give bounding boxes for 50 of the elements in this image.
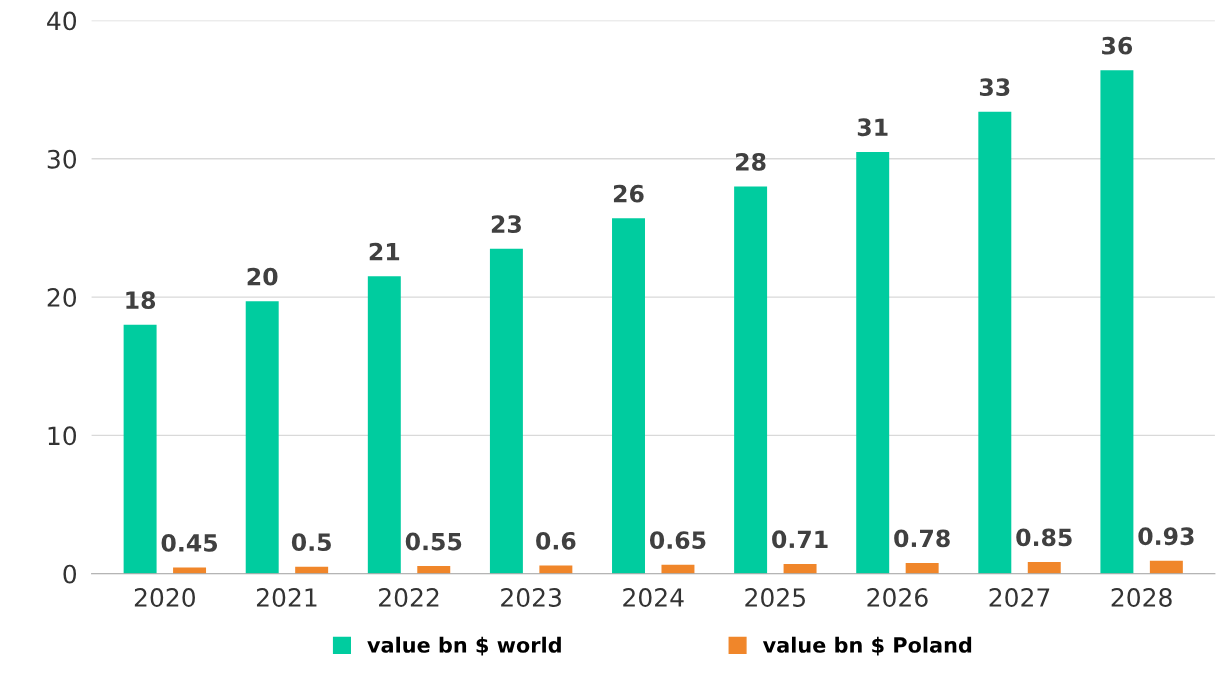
- data-label: 0.78: [894, 529, 950, 548]
- legend-label: value bn $ Poland: [762, 636, 972, 656]
- x-tick-label: 2020: [134, 588, 195, 607]
- bar: [417, 566, 451, 574]
- data-label: 0.71: [772, 530, 828, 549]
- bar: [905, 562, 939, 574]
- data-label: 33: [979, 78, 1010, 97]
- data-label: 20: [247, 267, 278, 286]
- data-label: 0.85: [1016, 528, 1072, 547]
- data-label: 18: [126, 291, 156, 310]
- bar: [245, 301, 279, 574]
- bar: [1149, 560, 1183, 574]
- data-label: 0.6: [536, 531, 576, 550]
- y-tick-label: 0: [63, 564, 77, 584]
- data-label: 21: [369, 242, 400, 261]
- bar: [173, 567, 207, 574]
- x-tick-label: 2025: [745, 588, 805, 607]
- x-tick-label: 2026: [867, 588, 928, 607]
- bar: [734, 186, 768, 574]
- x-tick-label: 2028: [1111, 588, 1172, 607]
- bar: [539, 565, 573, 574]
- data-label: 0.93: [1138, 527, 1194, 546]
- bar: [978, 111, 1012, 574]
- legend-label: value bn $ world: [367, 636, 561, 656]
- x-tick-label: 2024: [623, 588, 684, 607]
- bar: [123, 324, 157, 574]
- data-label: 0.45: [161, 533, 218, 552]
- bar: [856, 151, 890, 574]
- y-tick-label: 30: [47, 149, 77, 169]
- x-tick-label: 2027: [989, 588, 1050, 607]
- y-tick-label: 10: [48, 426, 77, 446]
- data-label: 26: [613, 184, 644, 203]
- data-label: 0.55: [405, 532, 462, 551]
- y-tick-label: 40: [47, 11, 77, 31]
- x-tick-label: 2021: [256, 588, 317, 607]
- data-label: 0.5: [291, 533, 331, 552]
- data-label: 23: [491, 215, 521, 234]
- bar: [1100, 70, 1134, 574]
- data-label: 31: [857, 118, 888, 137]
- x-tick-label: 2023: [501, 588, 561, 607]
- bar: [1027, 561, 1061, 574]
- bar: [612, 218, 645, 574]
- bar: [367, 276, 401, 574]
- data-label: 36: [1102, 36, 1133, 55]
- data-label: 28: [736, 152, 766, 171]
- x-tick-label: 2022: [379, 588, 439, 607]
- bar: [489, 248, 523, 574]
- y-tick-label: 20: [47, 288, 77, 307]
- bar: [783, 563, 817, 574]
- data-label: 0.65: [649, 531, 706, 550]
